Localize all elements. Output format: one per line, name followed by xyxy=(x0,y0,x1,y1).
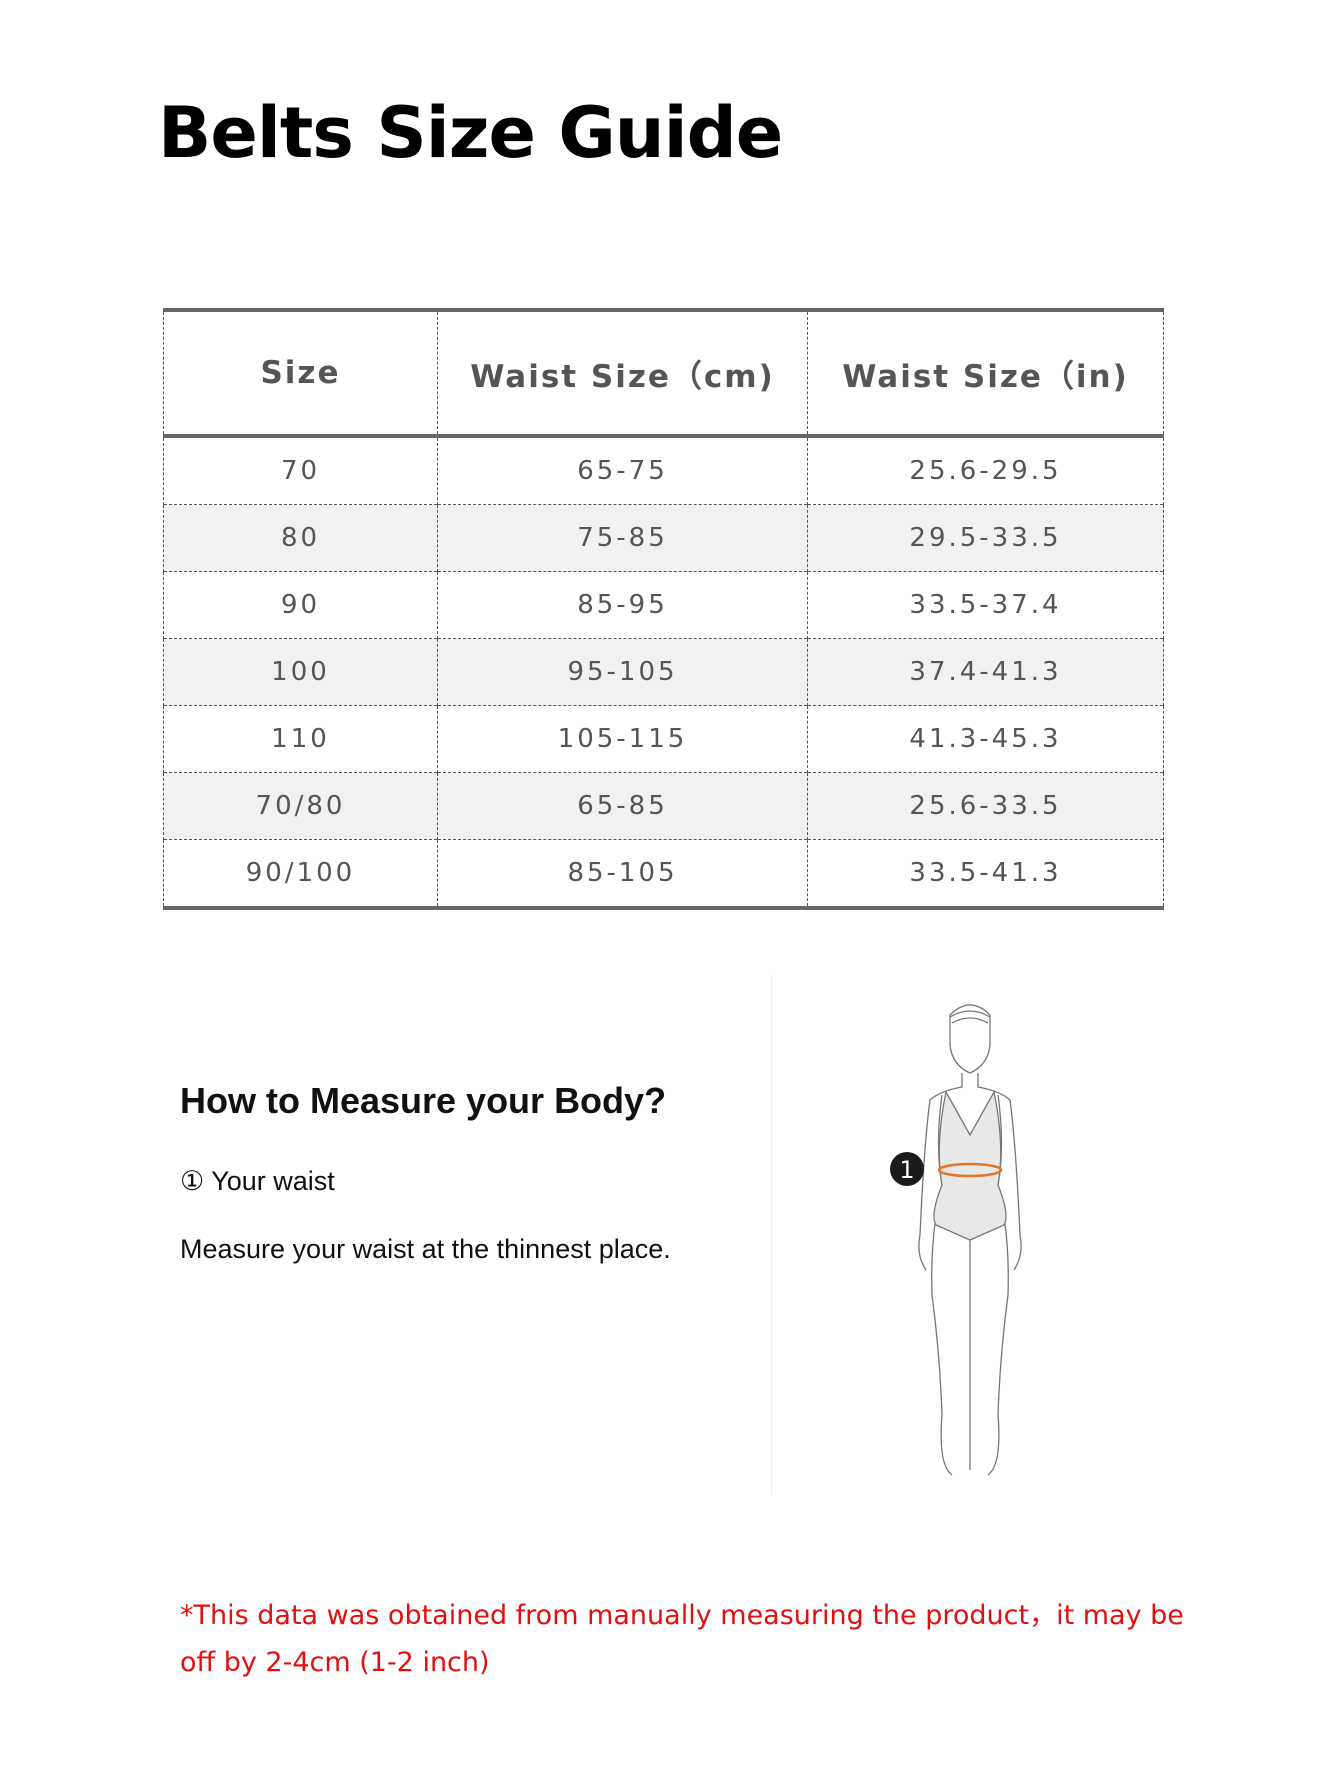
cell-size: 70/80 xyxy=(163,772,438,840)
cell-size: 80 xyxy=(163,504,438,572)
header-waist-in: Waist Size（in) xyxy=(807,310,1164,438)
cell-waist-in: 29.5-33.5 xyxy=(807,504,1164,572)
table-header-row: Size Waist Size（cm) Waist Size（in) xyxy=(163,310,1164,438)
marker-number: 1 xyxy=(899,1156,914,1184)
cell-waist-in: 37.4-41.3 xyxy=(807,638,1164,706)
waist-measure-line xyxy=(937,1162,1003,1178)
cell-waist-cm: 85-95 xyxy=(437,571,808,639)
cell-waist-cm: 105-115 xyxy=(437,705,808,773)
measure-heading: How to Measure your Body? xyxy=(180,1080,667,1121)
page-title: Belts Size Guide xyxy=(158,92,783,174)
header-waist-cm: Waist Size（cm) xyxy=(437,310,808,438)
cell-waist-cm: 95-105 xyxy=(437,638,808,706)
size-table: Size Waist Size（cm) Waist Size（in) 70 65-… xyxy=(163,308,1164,910)
measure-step: ① Your waist xyxy=(180,1166,335,1196)
table-row: 110 105-115 41.3-45.3 xyxy=(163,705,1164,773)
disclaimer-note: *This data was obtained from manually me… xyxy=(180,1600,1184,1678)
table-row: 90 85-95 33.5-37.4 xyxy=(163,571,1164,639)
body-figure-illustration: 1 xyxy=(890,1004,1022,1476)
measure-instruction: Measure your waist at the thinnest place… xyxy=(180,1234,671,1264)
cell-waist-cm: 85-105 xyxy=(437,839,808,908)
table-row: 70 65-75 25.6-29.5 xyxy=(163,435,1164,505)
cell-size: 110 xyxy=(163,705,438,773)
cell-waist-in: 25.6-29.5 xyxy=(807,435,1164,505)
cell-waist-in: 41.3-45.3 xyxy=(807,705,1164,773)
cell-waist-cm: 65-85 xyxy=(437,772,808,840)
header-size: Size xyxy=(163,310,438,438)
cell-size: 90 xyxy=(163,571,438,639)
cell-waist-cm: 75-85 xyxy=(437,504,808,572)
table-row: 70/80 65-85 25.6-33.5 xyxy=(163,772,1164,840)
cell-size: 70 xyxy=(163,435,438,505)
cell-size: 90/100 xyxy=(163,839,438,908)
cell-waist-in: 33.5-41.3 xyxy=(807,839,1164,908)
cell-waist-in: 25.6-33.5 xyxy=(807,772,1164,840)
table-row: 80 75-85 29.5-33.5 xyxy=(163,504,1164,572)
cell-waist-in: 33.5-37.4 xyxy=(807,571,1164,639)
table-row: 90/100 85-105 33.5-41.3 xyxy=(163,839,1164,908)
cell-waist-cm: 65-75 xyxy=(437,435,808,505)
cell-size: 100 xyxy=(163,638,438,706)
table-row: 100 95-105 37.4-41.3 xyxy=(163,638,1164,706)
marker-badge xyxy=(890,1152,924,1186)
divider xyxy=(771,975,772,1495)
